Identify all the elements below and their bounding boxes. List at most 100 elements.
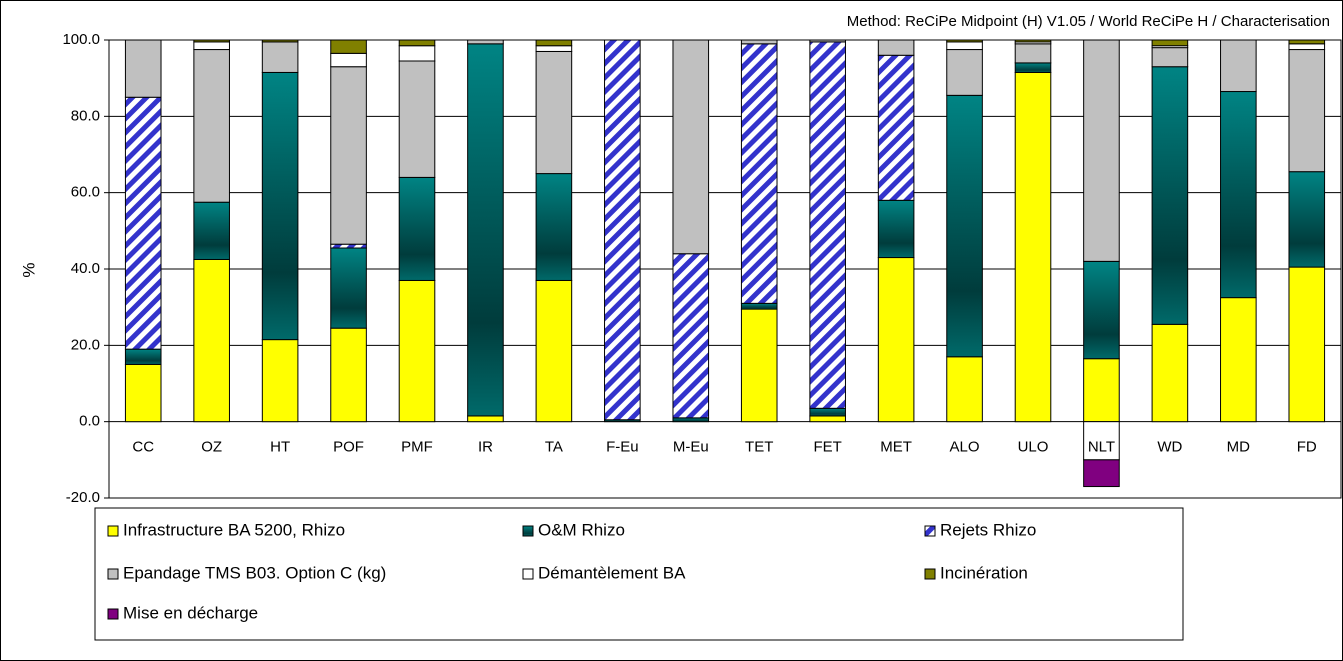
legend-label: Infrastructure BA 5200, Rhizo: [123, 520, 345, 539]
bar-segment: [877, 54, 915, 201]
bar-segment: [1083, 358, 1120, 423]
legend-label: O&M Rhizo: [538, 520, 625, 539]
bar-segment: [1083, 421, 1120, 461]
bar-segment: [398, 39, 436, 47]
bar-segment: [809, 415, 846, 423]
bar-segment: [330, 66, 367, 245]
bar-segment: [946, 41, 983, 51]
bar-segment: [740, 43, 778, 304]
bar-segment: [740, 308, 778, 423]
bar-segment: [398, 45, 436, 62]
bar-segment: [1014, 39, 1052, 43]
bar-segment: [1151, 323, 1189, 423]
bar-segment: [124, 39, 162, 98]
bar-segment: [467, 39, 504, 45]
bar-segment: [877, 257, 915, 423]
bar-segment: [535, 50, 573, 175]
legend-label: Démantèlement BA: [538, 563, 686, 582]
x-tick-label: POF: [333, 439, 364, 456]
bar-segment: [672, 39, 710, 255]
bar-segment: [261, 41, 299, 73]
x-tick-label: HT: [270, 439, 290, 456]
bar-segment: [330, 327, 367, 423]
x-tick-label: FD: [1297, 439, 1317, 456]
bar-segment: [1083, 39, 1120, 262]
legend-swatch: [107, 608, 119, 620]
bar-segment: [124, 348, 162, 365]
x-tick-label: TET: [745, 439, 773, 456]
bar-segment: [1014, 43, 1052, 64]
bar-segment: [672, 417, 710, 423]
bar-segment: [1151, 39, 1189, 47]
x-tick-label: ALO: [950, 439, 980, 456]
bar-segment: [193, 49, 230, 203]
bar-segment: [261, 71, 299, 341]
y-tick-label: 60.0: [71, 184, 100, 201]
bar-segment: [809, 41, 846, 409]
x-tick-label: MET: [880, 439, 912, 456]
bar-segment: [1288, 171, 1326, 268]
x-tick-label: ULO: [1018, 439, 1049, 456]
bar-segment: [193, 39, 230, 43]
legend-swatch: [522, 525, 534, 537]
x-tick-label: FET: [813, 439, 841, 456]
bar-segment: [1220, 91, 1257, 299]
legend-label: Incinération: [940, 563, 1028, 582]
bar-segment: [672, 253, 710, 419]
bar-segment: [535, 39, 573, 47]
bar-segment: [535, 279, 573, 423]
y-tick-label: 100.0: [62, 31, 100, 48]
y-axis-label: %: [19, 262, 38, 277]
x-tick-label: PMF: [401, 439, 433, 456]
bar-segment: [1151, 47, 1189, 68]
bar-segment: [1220, 297, 1257, 423]
y-tick-label: 80.0: [71, 107, 100, 124]
bar-segment: [261, 339, 299, 423]
x-tick-label: TA: [545, 439, 563, 456]
legend: [94, 507, 1184, 641]
bar-segment: [261, 39, 299, 43]
legend-swatch: [924, 568, 936, 580]
bar-segment: [535, 173, 573, 281]
bar-segment: [604, 39, 641, 421]
bar-segment: [1220, 39, 1257, 93]
legend-swatch: [924, 525, 936, 537]
x-tick-label: OZ: [201, 439, 222, 456]
bar-segment: [467, 43, 504, 417]
bar-segment: [946, 94, 983, 358]
bar-segment: [1014, 62, 1052, 73]
x-tick-label: CC: [132, 439, 154, 456]
x-tick-label: M-Eu: [673, 439, 709, 456]
legend-swatch: [107, 568, 119, 580]
bar-segment: [193, 41, 230, 51]
bar-segment: [398, 60, 436, 178]
bar-segment: [1288, 266, 1326, 423]
bar-segment: [877, 39, 915, 56]
legend-label: Mise en décharge: [123, 603, 258, 622]
x-tick-label: F-Eu: [606, 439, 639, 456]
bar-segment: [330, 247, 367, 329]
bar-segment: [946, 49, 983, 96]
bar-segment: [330, 39, 367, 54]
bar-segment: [1288, 49, 1326, 173]
y-tick-label: 20.0: [71, 336, 100, 353]
x-tick-label: MD: [1227, 439, 1250, 456]
bar-segment: [124, 363, 162, 423]
bar-segment: [740, 39, 778, 45]
legend-swatch: [522, 568, 534, 580]
bar-segment: [330, 243, 367, 249]
bar-segment: [535, 45, 573, 52]
bar-segment: [1014, 71, 1052, 423]
bar-segment: [124, 96, 162, 350]
x-tick-label: WD: [1157, 439, 1182, 456]
bar-segment: [467, 415, 504, 423]
legend-label: Rejets Rhizo: [940, 520, 1036, 539]
bar-segment: [809, 39, 846, 43]
bar-segment: [398, 279, 436, 423]
bar-segment: [946, 356, 983, 423]
y-tick-label: 0.0: [79, 413, 100, 430]
bar-segment: [193, 258, 230, 423]
bar-segment: [1288, 39, 1326, 45]
bar-segment: [1288, 43, 1326, 51]
